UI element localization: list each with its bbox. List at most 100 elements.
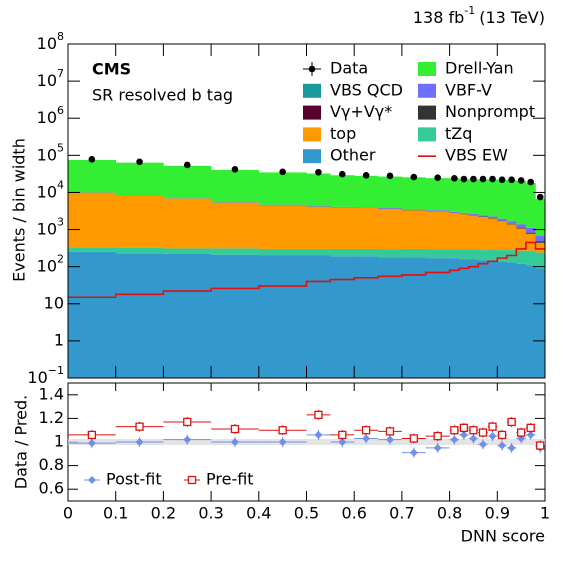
stack-segment: [306, 206, 331, 249]
stack-segment: [401, 209, 427, 211]
stack-segment: [525, 232, 536, 234]
stack-segment: [459, 214, 469, 250]
ratio-point: [433, 431, 442, 441]
legend-marker: [308, 65, 316, 73]
stack-segment: [468, 249, 479, 260]
y-tick-base: 10: [37, 182, 57, 201]
stack-segment: [378, 176, 403, 208]
stack-segment: [401, 210, 427, 249]
stack-segment: [535, 235, 546, 242]
stack-segment: [115, 162, 164, 196]
ratio-y-tick-label: 0.6: [39, 479, 64, 498]
ratio-point: [469, 434, 478, 443]
stack-segment: [449, 213, 460, 250]
stack-segment: [306, 173, 331, 207]
stack-segment: [163, 248, 212, 254]
stack-segment: [478, 215, 489, 217]
legend-swatch: [418, 83, 436, 98]
stack-segment: [211, 169, 260, 203]
ratio-point: [526, 423, 535, 432]
x-axis-label: DNN score: [461, 527, 545, 546]
legend-label: VBS QCD: [330, 80, 403, 99]
stack-segment: [487, 179, 498, 217]
stack-segment: [163, 198, 212, 249]
y-axis-label: Events / bin width: [10, 138, 29, 282]
ratio-point: [361, 426, 371, 435]
y-tick-label: 108: [37, 30, 64, 53]
stack-segment: [258, 248, 307, 256]
y-tick-base: 10: [37, 145, 57, 164]
x-tick-label: 1: [540, 504, 550, 523]
y-tick-label: 10−1: [27, 364, 64, 387]
stack-segment: [330, 256, 355, 378]
legend-swatch: [418, 62, 436, 76]
stack-segment: [459, 259, 469, 378]
ratio-point: [478, 428, 488, 437]
legend-label: top: [330, 124, 356, 143]
x-tick-label: 0.8: [437, 504, 462, 523]
x-tick-label: 0.7: [389, 504, 414, 523]
data-point: [386, 172, 394, 180]
stack-segment: [468, 213, 479, 216]
stack-segment: [330, 175, 355, 207]
ratio-point: [135, 422, 144, 431]
y-tick-label: 104: [37, 178, 64, 201]
stack-segment: [115, 195, 164, 248]
stack-segment: [401, 257, 427, 378]
legend-label: Data: [330, 59, 368, 78]
stack-segment: [354, 175, 379, 208]
stack-segment: [258, 205, 307, 249]
stack-segment: [258, 172, 307, 205]
stack-segment: [449, 211, 460, 213]
data-point: [498, 176, 506, 184]
ratio-point: [385, 435, 394, 444]
ratio-point: [498, 441, 507, 450]
stack-segment: [68, 251, 116, 378]
ratio-point: [338, 430, 347, 440]
signal-line: [68, 241, 545, 299]
stack-segment: [468, 259, 479, 378]
legend-marker: [88, 476, 96, 484]
stack-segment: [516, 227, 527, 229]
stack-segment: [535, 242, 546, 253]
stack-segment: [516, 263, 527, 378]
ratio-y-tick-label: 0.8: [39, 455, 64, 474]
legend-label: Nonprompt: [445, 102, 535, 121]
x-tick-label: 0.9: [485, 504, 510, 523]
ratio-point: [450, 435, 459, 444]
stack-segment: [449, 258, 460, 378]
stack-segment: [525, 265, 536, 378]
data-point: [434, 174, 441, 181]
stack-segment: [487, 218, 498, 250]
y-tick-power: 3: [57, 216, 64, 229]
stack-segment: [211, 202, 260, 249]
ratio-point: [478, 440, 487, 449]
x-tick-label: 0.1: [103, 504, 128, 523]
legend-swatch: [303, 105, 321, 120]
legend-swatch: [418, 127, 436, 142]
stack-segment: [516, 250, 527, 264]
ratio-point: [409, 448, 418, 457]
stack-segment: [497, 218, 508, 221]
stack-segment: [449, 249, 460, 259]
region-label: SR resolved b tag: [92, 86, 233, 105]
stack-segment: [497, 221, 508, 251]
y-tick-power: 4: [57, 178, 64, 191]
x-tick-label: 0: [63, 504, 73, 523]
data-point: [527, 178, 534, 186]
ratio-point: [450, 426, 459, 435]
y-tick-power: 2: [57, 253, 64, 266]
x-tick-label: 0.4: [246, 504, 271, 523]
ratio-point: [526, 430, 535, 439]
stack-segment: [516, 228, 527, 251]
y-tick-label: 106: [37, 104, 64, 127]
ratio-point: [183, 435, 192, 444]
stack-segment: [354, 248, 379, 257]
ratio-point: [314, 430, 323, 439]
stack-segment: [516, 224, 527, 228]
stack-segment: [306, 255, 331, 378]
ratio-point: [409, 434, 418, 443]
ratio-point: [488, 422, 497, 431]
ratio-point: [385, 427, 395, 436]
stack-segment: [506, 262, 517, 378]
